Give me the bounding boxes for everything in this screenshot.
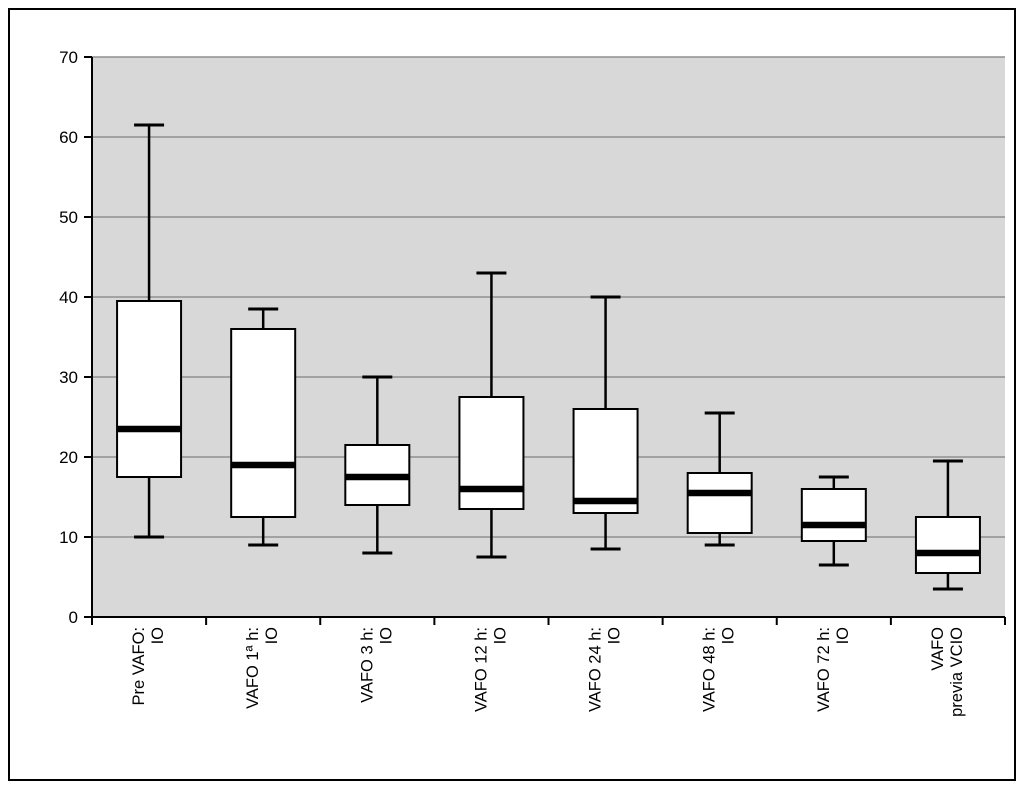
x-category-label-line: VAFO 24 h: [587, 627, 605, 712]
x-category-label-line: previa VCIO [948, 627, 966, 717]
iqr-box [800, 488, 867, 542]
x-category-label-line: VAFO 3 h: [358, 627, 376, 703]
x-category-label-line: VAFO [929, 627, 947, 671]
median-line [915, 549, 980, 557]
x-category-label: VAFO 3 h: IO [358, 627, 395, 703]
x-category-label-line: IO [263, 627, 281, 645]
x-category-label-line: VAFO 12 h: [472, 627, 490, 712]
y-tick-label: 0 [69, 608, 78, 627]
y-tick-label: 70 [59, 48, 78, 67]
median-line [459, 485, 524, 493]
x-category-label: VAFO 12 h: IO [472, 627, 509, 712]
x-category-label: VAFO 1ª h: IO [244, 627, 281, 709]
median-line [117, 425, 182, 433]
iqr-box [686, 472, 753, 534]
iqr-box [914, 516, 981, 574]
x-category-label-line: Pre VAFO: [130, 627, 148, 706]
y-tick-label: 50 [59, 208, 78, 227]
y-tick-label: 30 [59, 368, 78, 387]
median-line [345, 473, 410, 481]
x-category-label-line: IO [491, 627, 509, 645]
x-category-label: VAFO previa VCIO [929, 627, 966, 717]
x-category-label: VAFO 72 h: IO [815, 627, 852, 712]
median-line [573, 497, 638, 505]
iqr-box [116, 300, 183, 478]
x-category-label: VAFO 48 h: IO [701, 627, 738, 712]
x-category-label-line: VAFO 48 h: [701, 627, 719, 712]
y-tick-label: 10 [59, 528, 78, 547]
y-tick-label: 20 [59, 448, 78, 467]
iqr-box [230, 328, 297, 518]
x-category-label-line: IO [834, 627, 852, 645]
y-tick-label: 40 [59, 288, 78, 307]
x-category-label: Pre VAFO: IO [130, 627, 167, 706]
x-category-label: VAFO 24 h: IO [587, 627, 624, 712]
median-line [231, 461, 296, 469]
plot-area [92, 57, 1005, 617]
y-tick-label: 60 [59, 128, 78, 147]
iqr-box [572, 408, 639, 514]
x-category-label-line: IO [149, 627, 167, 645]
x-category-label-line: IO [720, 627, 738, 645]
x-category-label-line: IO [377, 627, 395, 645]
median-line [687, 489, 752, 497]
x-category-label-line: IO [606, 627, 624, 645]
x-category-label-line: VAFO 1ª h: [244, 627, 262, 709]
median-line [801, 521, 866, 529]
x-category-label-line: VAFO 72 h: [815, 627, 833, 712]
